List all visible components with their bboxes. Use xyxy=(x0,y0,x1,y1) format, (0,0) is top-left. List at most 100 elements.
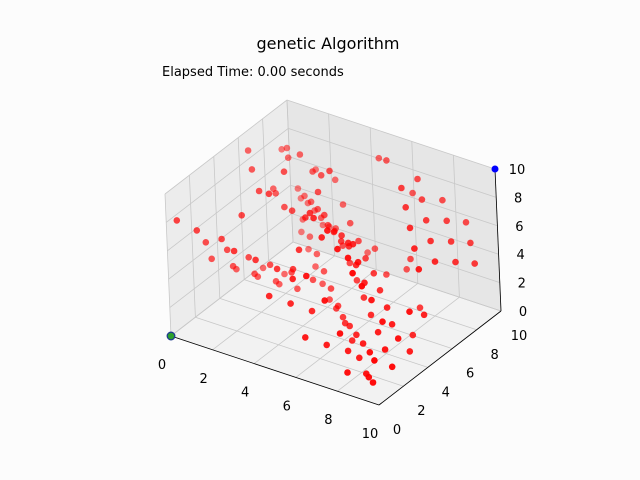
tick-labels: 0 2 4 6 8 10 0 2 4 6 8 10 0 2 4 6 8 10 xyxy=(158,163,527,442)
population-point xyxy=(353,277,361,284)
population-point xyxy=(324,227,331,234)
population-point xyxy=(411,245,418,252)
population-point xyxy=(266,261,274,269)
population-point xyxy=(383,304,391,311)
y-tick-label: 2 xyxy=(417,404,425,419)
z-tick-label: 10 xyxy=(509,163,526,178)
population-point xyxy=(265,292,273,300)
grid-z-left xyxy=(170,241,294,337)
population-point xyxy=(223,246,231,254)
population-point xyxy=(208,255,215,263)
population-point xyxy=(193,227,201,234)
population-point xyxy=(314,188,322,196)
population-point xyxy=(388,363,396,371)
population-point xyxy=(467,239,474,247)
population-point xyxy=(312,263,319,270)
grid-z-back xyxy=(292,241,502,312)
population-point xyxy=(296,151,304,158)
population-point xyxy=(331,176,339,184)
population-point xyxy=(305,245,312,253)
y-tick-label: 4 xyxy=(442,385,450,400)
population-point xyxy=(330,228,338,236)
grid-x-back xyxy=(453,155,460,298)
population-point xyxy=(346,322,354,330)
population-point xyxy=(310,214,317,222)
population-point xyxy=(272,190,280,197)
population-point xyxy=(255,187,263,195)
grid-y-floor xyxy=(268,260,477,331)
population-point xyxy=(248,166,256,173)
population-point xyxy=(344,254,352,262)
population-point xyxy=(379,318,386,326)
x-tick-label: 6 xyxy=(283,399,291,414)
population-point xyxy=(318,234,326,241)
population-point xyxy=(409,331,417,339)
pane-back-right xyxy=(287,100,501,311)
start-point xyxy=(166,331,176,341)
y-tick-label: 6 xyxy=(466,367,474,382)
population-point xyxy=(346,259,354,267)
population-point xyxy=(406,308,413,316)
population-point xyxy=(302,214,309,221)
y-tick-label: 0 xyxy=(393,423,401,438)
z-tick-label: 6 xyxy=(515,220,523,235)
chart-title: genetic Algorithm xyxy=(257,34,400,53)
z-tick-label: 2 xyxy=(518,277,526,292)
population-point xyxy=(348,337,356,344)
grid-y-floor xyxy=(244,279,453,349)
population-point xyxy=(294,285,301,293)
population-point xyxy=(327,285,335,292)
grid-x-floor xyxy=(212,255,335,351)
population-point xyxy=(323,341,331,349)
population-point xyxy=(406,224,414,232)
population-point xyxy=(251,270,258,278)
population-point xyxy=(381,346,389,353)
population-point xyxy=(320,268,328,275)
population-point xyxy=(452,258,459,266)
population-point xyxy=(420,311,428,319)
z-tick-label: 0 xyxy=(519,305,527,320)
population-point xyxy=(245,253,252,261)
population-point xyxy=(354,258,362,266)
population-point xyxy=(272,278,280,285)
population-point xyxy=(367,311,375,319)
population-point xyxy=(307,198,315,206)
population-point xyxy=(326,296,333,303)
population-point xyxy=(344,347,352,355)
grid-z-left xyxy=(167,156,290,252)
grid-y-left xyxy=(237,137,245,280)
population-point xyxy=(314,205,322,213)
population-point xyxy=(301,192,308,200)
population-point xyxy=(368,296,375,304)
population-point xyxy=(244,147,252,154)
population-point xyxy=(394,335,402,342)
x-tick-label: 2 xyxy=(199,372,207,387)
population-point xyxy=(284,154,292,161)
grid-z-back xyxy=(286,99,496,170)
grid-x-floor xyxy=(295,283,419,378)
population-point xyxy=(362,254,369,262)
z-axis-line xyxy=(494,168,502,312)
grid-y-left xyxy=(213,156,221,299)
population-point xyxy=(298,228,305,236)
elapsed-time-annotation: Elapsed Time: 0.00 seconds xyxy=(162,65,344,80)
population-point xyxy=(339,201,347,208)
population-point xyxy=(346,219,354,227)
population-point xyxy=(252,256,259,264)
population-point xyxy=(278,146,286,153)
grid-y-left xyxy=(189,175,196,318)
population-point xyxy=(306,209,314,217)
population-point xyxy=(230,247,238,255)
population-point xyxy=(439,196,446,204)
population-point xyxy=(403,266,411,273)
population-point xyxy=(265,190,273,198)
x-axis-line xyxy=(170,335,380,406)
population-point xyxy=(366,349,374,356)
population-point xyxy=(281,203,288,211)
population-point xyxy=(414,175,421,183)
population-point xyxy=(287,300,294,307)
population-point xyxy=(218,235,225,243)
population-point xyxy=(321,297,329,304)
population-point xyxy=(356,354,363,362)
population-point xyxy=(349,269,356,277)
